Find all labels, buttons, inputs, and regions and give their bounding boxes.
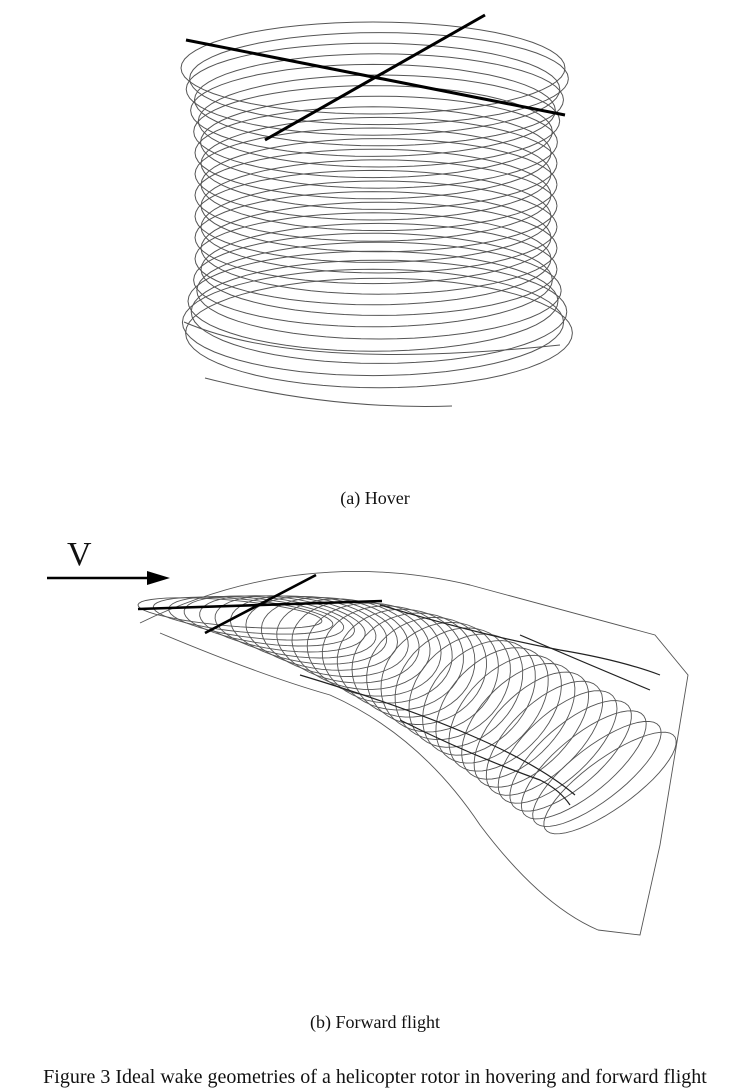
wake-ring (194, 127, 552, 221)
wake-loop (485, 680, 604, 796)
wake-loop (137, 597, 323, 629)
hover-wake-coils (180, 21, 573, 407)
wake-ring (190, 63, 556, 157)
wake-ring (194, 106, 552, 200)
tip-vortex (379, 604, 661, 676)
wake-loop (276, 598, 420, 684)
wake-loop (473, 671, 590, 788)
wake-loop (366, 617, 487, 725)
wake-ring (181, 268, 565, 377)
wake-ring (197, 74, 561, 168)
wake-ring (194, 148, 552, 242)
tip-vortex (519, 634, 651, 691)
wake-ring (194, 169, 552, 263)
wake-loop (520, 710, 647, 820)
wake-envelope (139, 571, 689, 936)
wake-ring (180, 21, 566, 115)
velocity-label: V (67, 536, 92, 573)
wake-ring (194, 191, 552, 285)
hover-wake-diagram (180, 13, 573, 407)
wake-loop (183, 595, 355, 647)
tip-vortex-filaments (299, 604, 661, 806)
wake-loop (435, 647, 549, 764)
wake-ring (200, 159, 558, 253)
wake-ring (200, 116, 558, 210)
wake-loop (214, 595, 377, 659)
wake-loop (199, 595, 366, 653)
forward-flight-wake-diagram: V (47, 536, 689, 936)
wake-loop (152, 596, 334, 635)
wake-trailing-arc (204, 377, 453, 407)
wake-loop (321, 605, 453, 704)
wake-ring (200, 201, 558, 295)
panel-b-caption: (b) Forward flight (310, 1012, 440, 1032)
wake-loop (245, 596, 398, 671)
tip-vortex (399, 719, 571, 806)
forward-flight-rotor-blades (137, 573, 383, 635)
wake-ring (189, 32, 569, 126)
wake-envelope (159, 632, 599, 931)
wake-ring (190, 259, 568, 364)
wake-loop (408, 633, 524, 748)
figure-title: Figure 3 Ideal wake geometries of a heli… (43, 1066, 707, 1088)
wake-ring (185, 277, 573, 389)
wake-ring (200, 138, 558, 232)
wake-loop (422, 640, 536, 756)
wake-loop (230, 595, 388, 665)
wake-loop (497, 690, 618, 804)
panel-a-caption: (a) Hover (340, 488, 410, 508)
wake-ring (200, 180, 558, 274)
wake-ring (196, 241, 562, 340)
wake-ring (187, 250, 559, 352)
wake-ring (185, 42, 561, 136)
wake-loop (380, 621, 499, 733)
wake-ring (193, 85, 553, 179)
wake-ring (193, 232, 553, 328)
rotor-blade (264, 13, 486, 142)
rotor-blade (204, 573, 317, 635)
hover-rotor-blades (185, 13, 566, 142)
wake-trailing-arc (183, 321, 561, 355)
tip-vortex (299, 674, 576, 796)
wake-ring (200, 222, 558, 316)
wake-ring (194, 212, 552, 306)
wake-loop (532, 720, 662, 827)
wake-loop (543, 731, 677, 835)
wake-loop (448, 654, 562, 772)
wake-ring (193, 53, 564, 147)
wake-loop (509, 700, 632, 812)
wake-loop (394, 627, 511, 741)
wake-loop (336, 608, 464, 711)
velocity-arrow (47, 571, 170, 585)
